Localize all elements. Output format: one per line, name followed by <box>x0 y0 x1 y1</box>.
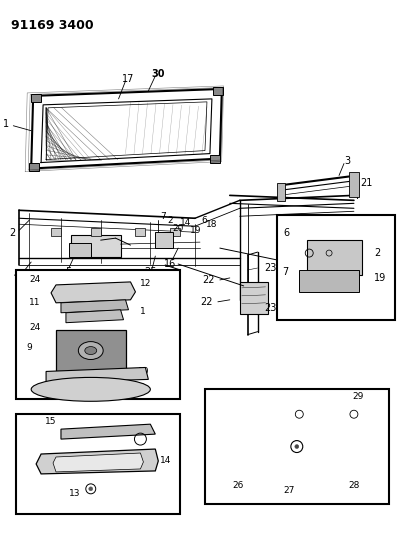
Text: 5: 5 <box>65 267 71 277</box>
Bar <box>29 163 39 171</box>
Bar <box>210 155 220 163</box>
Text: 22: 22 <box>200 297 213 307</box>
Bar <box>135 228 145 236</box>
Text: 3: 3 <box>344 156 350 166</box>
Circle shape <box>89 487 93 491</box>
Ellipse shape <box>31 377 150 401</box>
Bar <box>349 173 359 197</box>
Text: 26: 26 <box>232 481 243 490</box>
Text: 30: 30 <box>152 69 165 79</box>
Polygon shape <box>66 310 124 322</box>
Bar <box>374 424 389 459</box>
Text: 10: 10 <box>138 367 150 376</box>
Text: 19: 19 <box>190 225 202 235</box>
Text: 2: 2 <box>9 228 15 238</box>
Bar <box>69 243 91 257</box>
Text: 7: 7 <box>160 212 166 221</box>
Text: 1: 1 <box>3 119 9 129</box>
Text: 12: 12 <box>140 279 152 288</box>
Text: 7: 7 <box>282 267 288 277</box>
Text: 8: 8 <box>138 383 144 392</box>
Text: 2: 2 <box>374 248 380 258</box>
Text: 15: 15 <box>45 417 56 426</box>
Text: 25: 25 <box>144 267 156 277</box>
Text: 23: 23 <box>265 263 277 273</box>
Bar <box>277 183 285 201</box>
Polygon shape <box>51 282 135 303</box>
Bar <box>16 270 180 399</box>
Ellipse shape <box>78 342 103 360</box>
Text: 11: 11 <box>29 298 41 308</box>
Bar <box>307 240 362 275</box>
Bar <box>170 228 180 236</box>
Text: 24: 24 <box>29 323 40 332</box>
Ellipse shape <box>85 346 97 354</box>
Text: 9: 9 <box>26 343 32 352</box>
Text: 23: 23 <box>265 303 277 313</box>
Text: 29: 29 <box>352 392 364 401</box>
Text: 18: 18 <box>206 220 218 229</box>
Bar <box>299 270 359 292</box>
Bar <box>240 282 267 314</box>
Bar <box>71 235 120 257</box>
Polygon shape <box>46 367 148 382</box>
Bar <box>51 228 61 236</box>
Text: 20: 20 <box>172 224 184 233</box>
Polygon shape <box>53 453 143 472</box>
Text: 6: 6 <box>201 216 207 225</box>
Text: 17: 17 <box>122 74 135 84</box>
Polygon shape <box>36 449 158 474</box>
Bar <box>213 87 223 95</box>
Text: 91169 3400: 91169 3400 <box>11 19 94 33</box>
Polygon shape <box>61 424 155 439</box>
Bar <box>91 228 101 236</box>
Text: 19: 19 <box>374 273 386 283</box>
Text: 24: 24 <box>29 276 40 285</box>
Text: 27: 27 <box>284 486 295 495</box>
Text: 14: 14 <box>180 218 192 227</box>
Text: 2: 2 <box>168 216 173 225</box>
Bar <box>205 389 389 504</box>
Polygon shape <box>61 300 128 313</box>
Text: 14: 14 <box>160 456 172 465</box>
Text: 16: 16 <box>164 259 176 269</box>
Text: 22: 22 <box>202 275 215 285</box>
Bar <box>31 94 41 102</box>
Circle shape <box>295 445 299 449</box>
Text: 6: 6 <box>283 228 289 238</box>
Text: 21: 21 <box>361 179 373 189</box>
Bar <box>208 424 220 459</box>
Bar <box>56 330 126 372</box>
Text: 4: 4 <box>13 270 19 280</box>
Text: 13: 13 <box>69 489 81 498</box>
Bar <box>16 414 180 514</box>
Text: 1: 1 <box>140 307 146 316</box>
Text: 28: 28 <box>348 481 359 490</box>
Bar <box>155 232 173 248</box>
Bar <box>277 215 395 320</box>
